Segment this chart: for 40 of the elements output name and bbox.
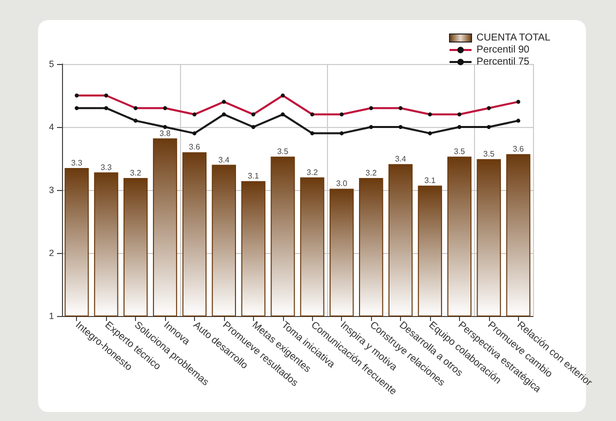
point: [486, 125, 491, 129]
point: [134, 118, 138, 123]
y-tick-label: 3: [48, 185, 54, 195]
point: [457, 125, 462, 129]
data-label: 3.8: [159, 128, 172, 138]
legend-label: CUENTA TOTAL: [476, 32, 551, 44]
point: [251, 125, 256, 129]
point: [163, 125, 168, 129]
y-tick-label: 5: [48, 59, 54, 69]
point: [74, 106, 79, 110]
point: [222, 112, 226, 116]
data-label: 3.5: [277, 147, 289, 156]
data-label: 3.2: [130, 168, 142, 178]
point: [310, 131, 314, 136]
data-label: 3.4: [394, 154, 407, 164]
point: [192, 131, 196, 136]
data-label: 3.3: [100, 162, 112, 172]
y-tick-label: 1: [48, 311, 54, 321]
point: [369, 125, 374, 129]
legend-label: Percentil 75: [476, 56, 530, 68]
data-label: 3.0: [336, 179, 348, 188]
data-label: 3.5: [454, 147, 466, 156]
data-label: 3.4: [218, 155, 230, 164]
point: [428, 131, 432, 136]
point: [104, 106, 108, 110]
data-label: 3.2: [366, 168, 378, 178]
data-label: 3.6: [512, 144, 524, 154]
data-label: 3.3: [71, 158, 83, 168]
point: [398, 125, 403, 129]
data-label: 3.1: [424, 176, 436, 186]
legend-label: Percentil 90: [476, 44, 530, 56]
y-tick-label: 2: [48, 248, 54, 258]
data-label: 3.1: [248, 172, 260, 181]
point: [340, 131, 344, 136]
point: [516, 118, 520, 123]
y-tick-label: 4: [48, 122, 54, 132]
data-label: 3.5: [483, 150, 495, 159]
point: [280, 112, 285, 116]
data-label: 3.2: [306, 168, 318, 177]
data-label: 3.6: [188, 142, 201, 152]
